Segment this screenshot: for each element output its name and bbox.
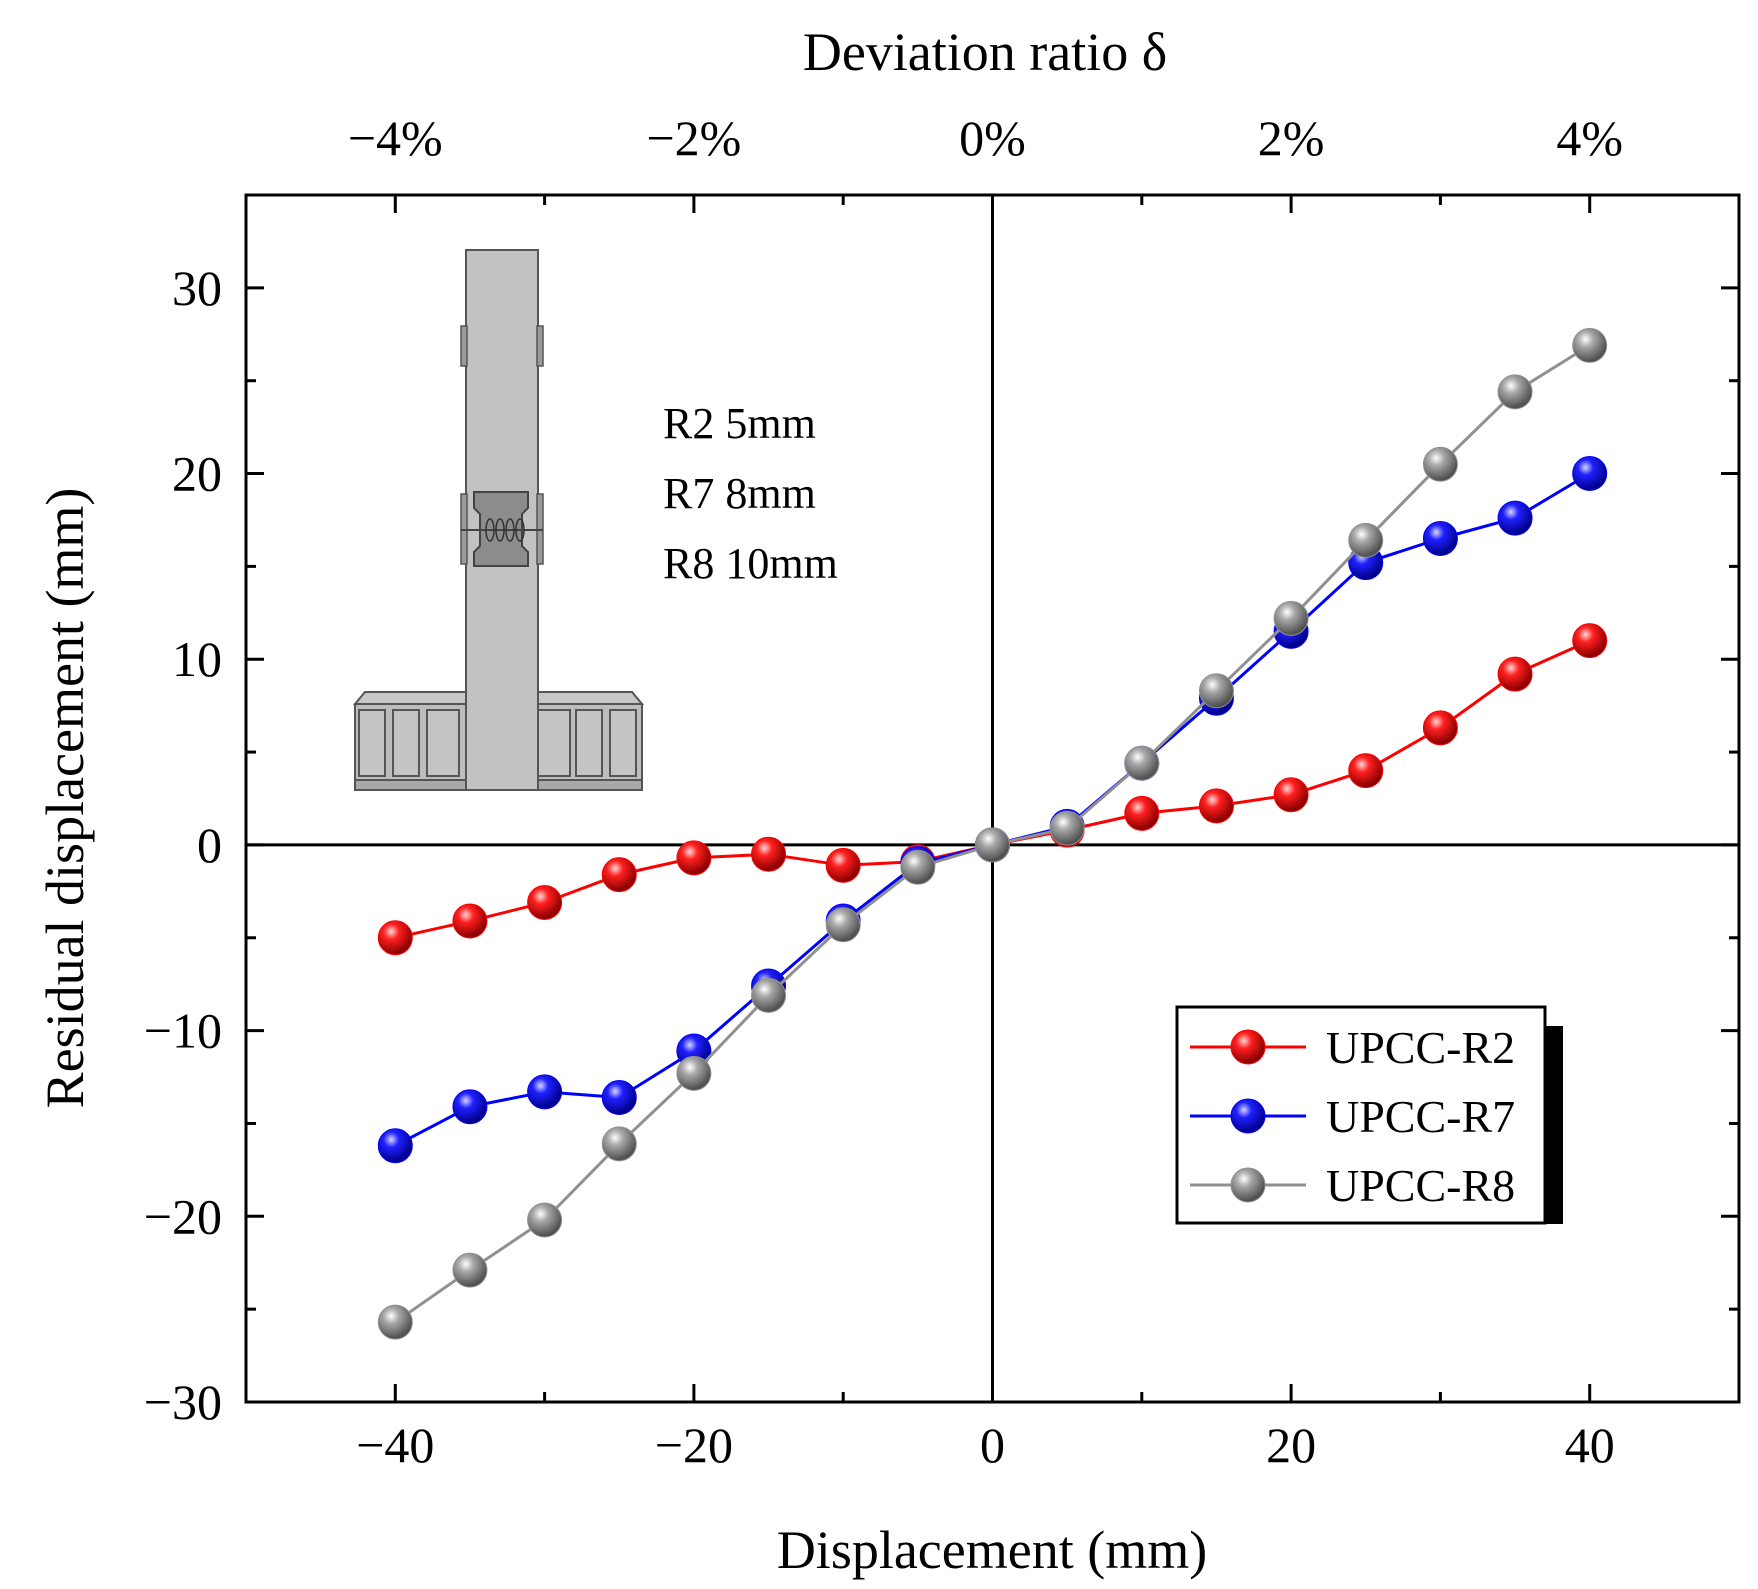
data-point xyxy=(1049,810,1085,846)
y-tick-label: 30 xyxy=(172,260,222,316)
data-point xyxy=(377,1128,413,1164)
data-point xyxy=(1422,710,1458,746)
legend-label: UPCC-R2 xyxy=(1326,1022,1515,1073)
y-tick-label: −10 xyxy=(144,1003,222,1059)
series-upcc-r8 xyxy=(377,327,1608,1340)
legend-item: UPCC-R7 xyxy=(1190,1091,1515,1142)
data-point xyxy=(751,977,787,1013)
x-tick-label: 40 xyxy=(1565,1417,1615,1473)
annotation-group: R2 5mm R7 8mm R8 10mm xyxy=(663,399,838,588)
data-point xyxy=(900,849,936,885)
data-point xyxy=(1198,673,1234,709)
specimen-illustration xyxy=(352,249,645,791)
data-point xyxy=(527,1074,563,1110)
x2-tick-label: −2% xyxy=(646,110,741,166)
data-point xyxy=(676,840,712,876)
y-tick-label: 10 xyxy=(172,631,222,687)
data-point xyxy=(1273,600,1309,636)
x2-tick-label: 4% xyxy=(1556,110,1623,166)
series-upcc-r2 xyxy=(377,623,1608,956)
data-point xyxy=(601,1079,637,1115)
legend-label: UPCC-R7 xyxy=(1326,1091,1515,1142)
data-point xyxy=(377,920,413,956)
data-point xyxy=(1273,777,1309,813)
legend-marker xyxy=(1230,1167,1266,1203)
y-axis-title: Residual displacement (mm) xyxy=(35,488,95,1109)
data-point xyxy=(1422,446,1458,482)
x-tick-label: 20 xyxy=(1266,1417,1316,1473)
annotation-line-3: R8 10mm xyxy=(663,539,838,588)
data-point xyxy=(377,1304,413,1340)
legend-marker xyxy=(1230,1029,1266,1065)
data-point xyxy=(452,1252,488,1288)
data-point xyxy=(1124,795,1160,831)
legend-item: UPCC-R2 xyxy=(1190,1022,1515,1073)
annotation-line-2: R7 8mm xyxy=(663,469,816,518)
x-tick-label: −40 xyxy=(356,1417,434,1473)
x-axis-title: Displacement (mm) xyxy=(777,1520,1207,1580)
data-point xyxy=(751,836,787,872)
tick-marks xyxy=(246,195,1739,1402)
top-axis-title: Deviation ratio δ xyxy=(803,22,1167,82)
y-tick-label: 0 xyxy=(197,817,222,873)
data-point xyxy=(1497,500,1533,536)
y-tick-label: −30 xyxy=(144,1374,222,1430)
data-point xyxy=(1348,753,1384,789)
legend-marker xyxy=(1230,1098,1266,1134)
data-point xyxy=(1572,623,1608,659)
data-point xyxy=(601,857,637,893)
x-tick-label: 0 xyxy=(980,1417,1005,1473)
data-point xyxy=(975,827,1010,863)
data-point xyxy=(527,884,563,920)
series-layer xyxy=(377,327,1608,1340)
data-point xyxy=(1124,745,1160,781)
data-point xyxy=(1572,456,1608,492)
data-point xyxy=(676,1055,712,1091)
x2-tick-label: 0% xyxy=(959,110,1026,166)
data-point xyxy=(1348,522,1384,558)
data-point xyxy=(1497,374,1533,410)
data-point xyxy=(601,1126,637,1162)
y-tick-label: −20 xyxy=(144,1188,222,1244)
y-tick-label: 20 xyxy=(172,446,222,502)
legend: UPCC-R2 UPCC-R7 UPCC-R8 xyxy=(1175,1005,1563,1225)
data-point xyxy=(825,907,861,943)
data-point xyxy=(825,847,861,883)
data-point xyxy=(1572,327,1608,363)
annotation-line-1: R2 5mm xyxy=(663,399,816,448)
x-tick-label: −20 xyxy=(655,1417,733,1473)
y-tick-labels: −30 −20 −10 0 10 20 30 xyxy=(144,260,222,1430)
data-point xyxy=(452,1089,488,1125)
data-point xyxy=(1497,656,1533,692)
legend-item: UPCC-R8 xyxy=(1190,1160,1515,1211)
x2-tick-label: 2% xyxy=(1258,110,1325,166)
data-point xyxy=(1422,521,1458,557)
x2-tick-labels: −4% −2% 0% 2% 4% xyxy=(348,110,1623,166)
data-point xyxy=(452,903,488,939)
data-point xyxy=(1198,788,1234,824)
x2-tick-label: −4% xyxy=(348,110,443,166)
legend-label: UPCC-R8 xyxy=(1326,1160,1515,1211)
x-tick-labels: −40 −20 0 20 40 xyxy=(356,1417,1615,1473)
data-point xyxy=(527,1202,563,1238)
